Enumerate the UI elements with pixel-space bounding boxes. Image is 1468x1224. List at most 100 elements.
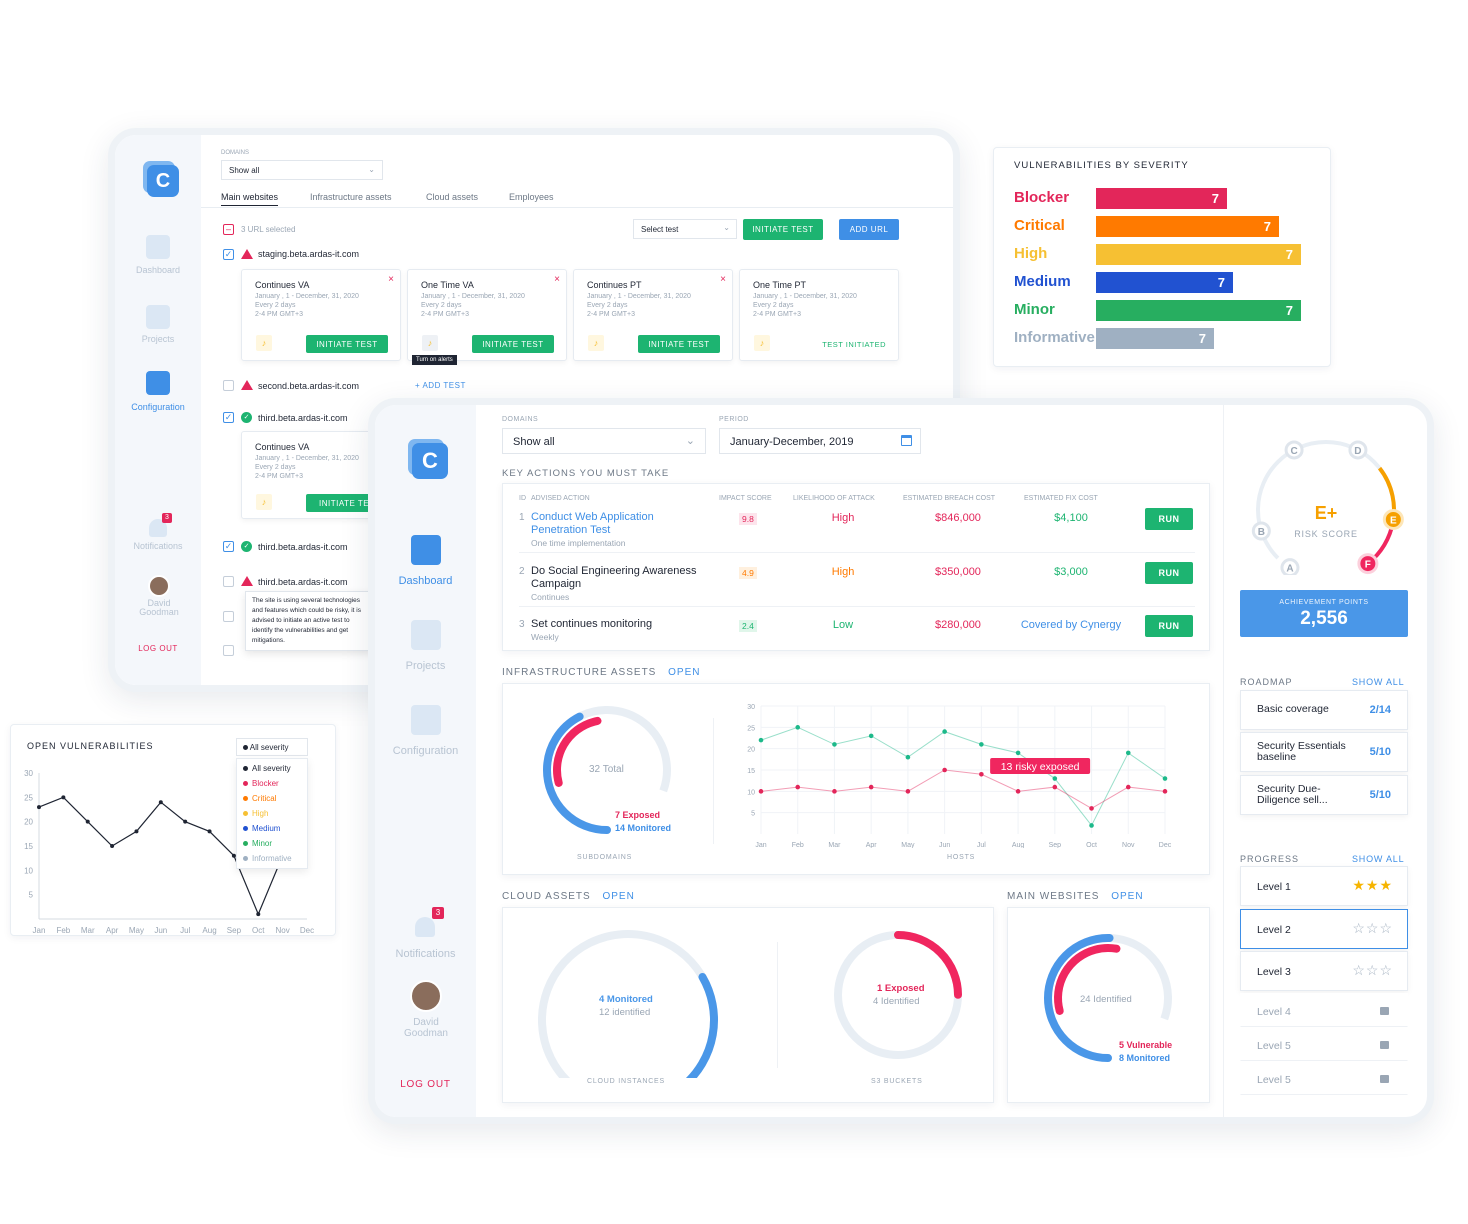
progress-show-all[interactable]: SHOW ALL — [1352, 854, 1405, 864]
severity-bar[interactable]: 7 — [1096, 328, 1214, 349]
back-domains-select[interactable]: Show all ⌄ — [221, 160, 383, 180]
severity-option[interactable]: Minor — [237, 836, 307, 851]
front-nav-notifications[interactable]: Notifications — [395, 948, 456, 960]
period-select[interactable]: January-December, 2019 — [719, 428, 921, 454]
add-test-button[interactable]: + ADD TEST — [415, 381, 466, 390]
folder-icon[interactable] — [146, 305, 170, 329]
bell-icon[interactable] — [415, 917, 435, 937]
domain-checkbox[interactable] — [223, 380, 234, 391]
tab-main-websites[interactable]: Main websites — [221, 192, 279, 206]
run-button[interactable]: RUN — [1145, 508, 1193, 530]
domain-name[interactable]: second.beta.ardas-it.com — [258, 381, 360, 391]
progress-level[interactable]: Level 1 ★★★ — [1240, 866, 1408, 906]
sliders-icon[interactable] — [411, 705, 441, 735]
back-avatar[interactable] — [148, 575, 170, 597]
test-card[interactable]: One Time VA January , 1 - December, 31, 2… — [407, 269, 567, 361]
domain-checkbox[interactable]: ✓ — [223, 541, 234, 552]
cloud-title-text: CLOUD ASSETS — [502, 891, 591, 902]
domain-name[interactable]: third.beta.ardas-it.com — [258, 542, 348, 552]
initiate-test-button[interactable]: INITIATE TEST — [638, 335, 720, 353]
test-card[interactable]: Continues PT January , 1 - December, 31, … — [573, 269, 733, 361]
test-card[interactable]: One Time PT January , 1 - December, 31, 2… — [739, 269, 899, 361]
severity-bar[interactable]: 7 — [1096, 216, 1279, 237]
sliders-icon[interactable] — [146, 371, 170, 395]
front-domains-select[interactable]: Show all ⌄ — [502, 428, 706, 454]
bell-icon[interactable]: ♪ — [754, 335, 770, 351]
domain-checkbox[interactable] — [223, 645, 234, 656]
front-logout[interactable]: LOG OUT — [400, 1079, 451, 1090]
test-card-dates: January , 1 - December, 31, 2020 — [587, 293, 691, 300]
back-nav-notifications[interactable]: Notifications — [133, 541, 183, 551]
main-websites-open-link[interactable]: OPEN — [1111, 891, 1144, 902]
infra-open-link[interactable]: OPEN — [668, 667, 701, 678]
dashboard-icon[interactable] — [146, 235, 170, 259]
domain-checkbox[interactable]: ✓ — [223, 249, 234, 260]
domain-checkbox[interactable]: ✓ — [223, 412, 234, 423]
front-nav-configuration[interactable]: Configuration — [392, 745, 459, 757]
select-all-checkbox[interactable]: – — [223, 224, 234, 235]
data-point — [61, 795, 66, 800]
tab-infrastructure-assets[interactable]: Infrastructure assets — [310, 192, 392, 202]
folder-icon[interactable] — [411, 620, 441, 650]
progress-level[interactable]: Level 3 ☆☆☆ — [1240, 951, 1408, 991]
severity-option[interactable]: Informative — [237, 851, 307, 866]
tab-cloud-assets[interactable]: Cloud assets — [426, 192, 479, 202]
severity-bar[interactable]: 7 — [1096, 188, 1227, 209]
col-fix: ESTIMATED FIX COST — [1024, 495, 1098, 502]
front-avatar[interactable] — [410, 980, 442, 1012]
select-test-dropdown[interactable]: Select test ⌄ — [633, 219, 737, 239]
severity-option[interactable]: Critical — [237, 791, 307, 806]
test-card[interactable]: Continues VA January , 1 - December, 31, … — [241, 269, 401, 361]
severity-option[interactable]: All severity — [237, 761, 307, 776]
domain-checkbox[interactable] — [223, 611, 234, 622]
roadmap-show-all[interactable]: SHOW ALL — [1352, 677, 1405, 687]
close-icon[interactable]: × — [720, 274, 726, 285]
dashboard-icon[interactable] — [411, 535, 441, 565]
back-logout[interactable]: LOG OUT — [138, 644, 178, 653]
data-point — [231, 853, 236, 858]
severity-bar[interactable]: 7 — [1096, 300, 1301, 321]
tab-employees[interactable]: Employees — [509, 192, 554, 202]
severity-option[interactable]: Blocker — [237, 776, 307, 791]
domain-name[interactable]: third.beta.ardas-it.com — [258, 413, 348, 423]
run-button[interactable]: RUN — [1145, 562, 1193, 584]
progress-level[interactable]: Level 2 ☆☆☆ — [1240, 909, 1408, 949]
front-nav-projects[interactable]: Projects — [405, 660, 446, 672]
roadmap-item[interactable]: Basic coverage 2/14 — [1240, 690, 1408, 730]
close-icon[interactable]: × — [388, 274, 394, 285]
roadmap-item[interactable]: Security Essentials baseline 5/10 — [1240, 732, 1408, 772]
bell-icon[interactable]: ♪ — [588, 335, 604, 351]
back-logo[interactable]: C — [147, 165, 179, 197]
add-url-button[interactable]: ADD URL — [839, 219, 899, 240]
run-button[interactable]: RUN — [1145, 615, 1193, 637]
initiate-test-button[interactable]: INITIATE TES — [306, 494, 388, 512]
domain-name[interactable]: third.beta.ardas-it.com — [258, 577, 348, 587]
selected-count: 3 URL selected — [241, 225, 296, 234]
action-title[interactable]: Conduct Web Application Penetration Test — [531, 511, 654, 536]
domain-checkbox[interactable] — [223, 576, 234, 587]
y-tick-label: 15 — [747, 768, 755, 775]
severity-bar[interactable]: 7 — [1096, 244, 1301, 265]
cloud-open-link[interactable]: OPEN — [602, 891, 635, 902]
severity-bar[interactable]: 7 — [1096, 272, 1233, 293]
bell-icon[interactable] — [149, 519, 167, 537]
severity-option[interactable]: High — [237, 806, 307, 821]
bell-icon[interactable]: ♪ — [256, 335, 272, 351]
close-icon[interactable]: × — [554, 274, 560, 285]
back-nav-projects[interactable]: Projects — [141, 334, 175, 344]
back-nav-dashboard[interactable]: Dashboard — [135, 265, 181, 275]
bell-icon[interactable]: ♪ — [422, 335, 438, 351]
domain-name[interactable]: staging.beta.ardas-it.com — [258, 249, 360, 259]
data-point — [1089, 823, 1094, 828]
front-nav-dashboard[interactable]: Dashboard — [398, 575, 453, 587]
roadmap-item[interactable]: Security Due-Diligence sell... 5/10 — [1240, 775, 1408, 815]
initiate-test-button[interactable]: INITIATE TEST — [472, 335, 554, 353]
initiate-test-button[interactable]: INITIATE TEST — [306, 335, 388, 353]
back-nav-configuration[interactable]: Configuration — [131, 402, 185, 412]
bell-icon[interactable]: ♪ — [256, 494, 272, 510]
severity-filter[interactable]: All severity — [236, 738, 308, 756]
front-logo[interactable]: C — [412, 443, 448, 479]
risk-tooltip: The site is using several technologies a… — [245, 591, 373, 651]
initiate-test-button[interactable]: INITIATE TEST — [743, 219, 823, 240]
severity-option[interactable]: Medium — [237, 821, 307, 836]
